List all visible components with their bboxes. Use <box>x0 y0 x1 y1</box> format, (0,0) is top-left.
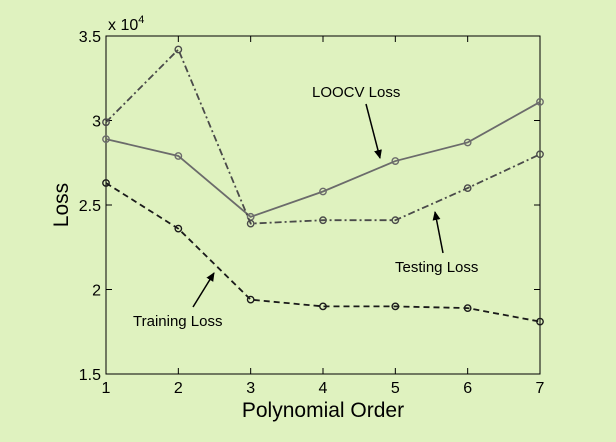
y-tick-label: 3 <box>92 114 101 131</box>
data-point-loocv-loss <box>102 135 110 143</box>
data-point-training-loss <box>463 304 472 312</box>
series-line-training-loss <box>105 182 541 323</box>
annotations: LOOCV Loss Testing Loss Training Loss <box>133 84 478 330</box>
y-tick-label: 3.5 <box>79 29 101 46</box>
y-tick-label: 2 <box>92 283 101 300</box>
annotation-label-training-loss: Training Loss <box>133 313 223 330</box>
annotation-label-loocv-loss: LOOCV Loss <box>312 84 400 101</box>
y-axis: 1.5 2 2.5 3 3.5 <box>79 29 540 384</box>
x-tick-label: 1 <box>102 380 111 397</box>
data-point-loocv-loss <box>174 152 183 160</box>
data-point-training-loss <box>391 302 400 311</box>
data-point-training-loss <box>319 302 327 311</box>
x-axis-title: Polynomial Order <box>242 399 404 422</box>
x-tick-label: 3 <box>246 380 255 397</box>
data-point-testing-loss <box>391 216 400 225</box>
x-tick-label: 4 <box>319 380 328 397</box>
y-tick-label: 2.5 <box>79 198 101 215</box>
data-point-testing-loss <box>174 45 183 54</box>
data-point-training-loss <box>174 224 183 233</box>
data-point-testing-loss <box>319 216 327 225</box>
plot-area <box>105 35 541 375</box>
x-axis: 1 2 3 4 5 6 7 <box>102 36 545 397</box>
data-point-testing-loss <box>463 184 472 193</box>
annotation-arrow-testing-loss <box>432 211 444 254</box>
annotation-arrow-training-loss <box>192 272 215 308</box>
data-point-testing-loss <box>102 118 110 127</box>
annotation-label-testing-loss: Testing Loss <box>395 259 478 276</box>
data-point-training-loss <box>102 179 110 187</box>
data-point-loocv-loss <box>319 187 327 196</box>
series-line-testing-loss <box>105 47 541 225</box>
y-tick-label: 1.5 <box>79 367 101 384</box>
x-tick-label: 6 <box>463 380 472 397</box>
data-point-training-loss <box>536 317 544 326</box>
data-point-loocv-loss <box>536 98 544 106</box>
series-line-loocv-loss <box>105 101 541 218</box>
x-tick-label: 2 <box>174 380 183 397</box>
data-point-testing-loss <box>536 150 544 159</box>
y-axis-title: Loss <box>50 183 73 227</box>
data-point-loocv-loss <box>391 157 400 165</box>
x-tick-label: 5 <box>391 380 400 397</box>
series-layer <box>102 45 544 326</box>
annotation-arrow-loocv-loss <box>365 103 382 159</box>
data-point-loocv-loss <box>463 138 472 147</box>
data-point-training-loss <box>246 295 255 304</box>
x-tick-label: 7 <box>536 380 545 397</box>
data-point-testing-loss <box>246 219 255 228</box>
y-exponent-label: x 104 <box>108 14 144 34</box>
